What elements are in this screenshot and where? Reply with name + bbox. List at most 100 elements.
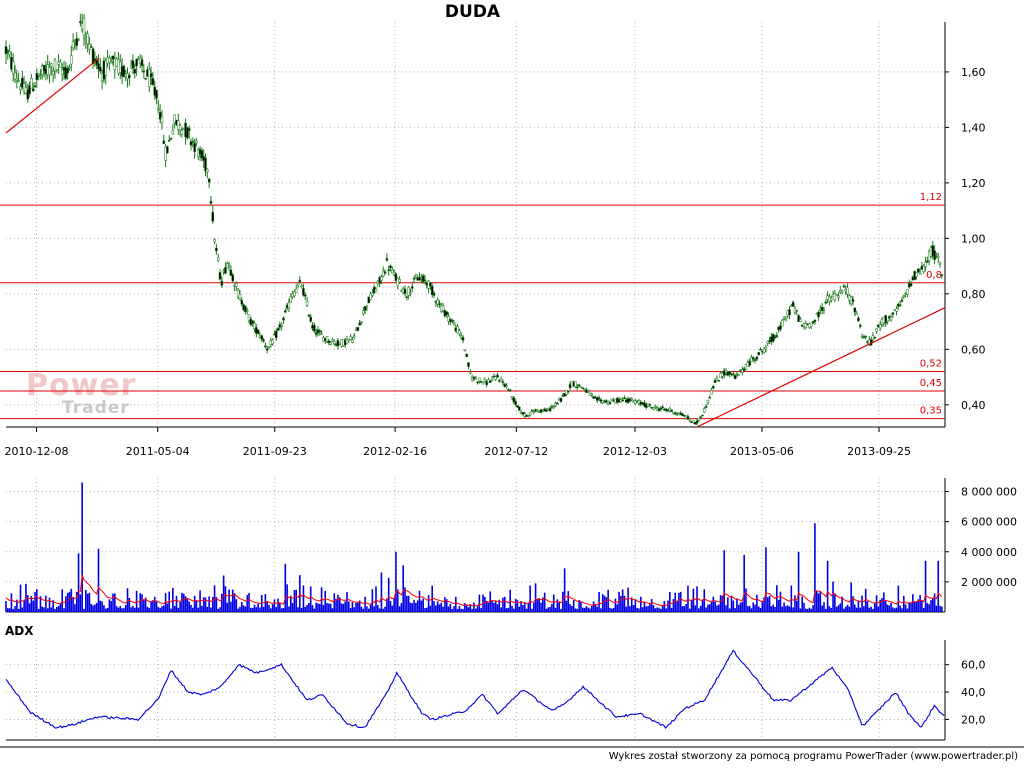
- candle-body: [851, 299, 855, 302]
- x-tick-label: 2011-09-23: [243, 445, 307, 458]
- candle-body: [701, 414, 704, 417]
- candle-body: [469, 371, 472, 374]
- candle-body: [505, 385, 508, 388]
- horizontal-level-label: 0,52: [920, 359, 942, 370]
- candle-body: [236, 289, 240, 298]
- candle-body: [878, 324, 882, 329]
- price-y-tick-label: 0,40: [961, 399, 986, 412]
- adx-panel-label: ADX: [5, 624, 34, 638]
- volume-average-line: [5, 574, 943, 607]
- candle-body: [489, 380, 492, 383]
- candle-body: [744, 364, 748, 370]
- horizontal-level-label: 0,8: [926, 270, 942, 281]
- horizontal-level-label: 0,45: [920, 378, 942, 389]
- candle-body: [797, 315, 800, 322]
- candle-body: [333, 341, 336, 345]
- candle-body: [824, 301, 828, 304]
- candle-body: [751, 357, 755, 360]
- candle-body: [459, 335, 463, 338]
- candle-body: [909, 283, 913, 287]
- candle-body: [516, 405, 519, 408]
- candle-body: [713, 379, 717, 383]
- candle-body: [728, 371, 731, 375]
- candle-body: [799, 319, 802, 322]
- candle-body: [200, 150, 204, 159]
- candle-body: [579, 386, 583, 388]
- candle-body: [659, 408, 662, 410]
- candle-body: [265, 348, 269, 351]
- candle-body: [717, 380, 721, 382]
- candle-body: [403, 288, 407, 294]
- candle-body: [521, 411, 525, 415]
- candle-body: [472, 376, 476, 379]
- candle-body: [630, 398, 633, 401]
- candle-body: [30, 77, 33, 89]
- candle-body: [28, 85, 31, 94]
- candle-body: [380, 276, 383, 281]
- candle-body: [247, 314, 251, 321]
- candle-body: [552, 406, 555, 408]
- candle-body: [111, 55, 115, 60]
- candle-body: [369, 293, 372, 300]
- candle-body: [889, 316, 893, 321]
- candle-body: [514, 401, 517, 405]
- volume-y-tick-label: 4 000 000: [961, 546, 1017, 559]
- candle-body: [362, 310, 365, 314]
- candle-body: [755, 356, 759, 360]
- candle-body: [741, 369, 744, 373]
- candle-body: [216, 257, 220, 261]
- candle-body: [60, 69, 64, 75]
- candle-body: [274, 330, 278, 339]
- candle-body: [686, 416, 690, 420]
- candle-body: [732, 373, 735, 375]
- candle-body: [31, 88, 35, 92]
- candle-body: [244, 305, 247, 313]
- candle-body: [166, 146, 169, 154]
- candle-body: [791, 301, 795, 307]
- candle-body: [314, 332, 318, 335]
- candle-body: [450, 320, 454, 322]
- candle-body: [70, 55, 73, 65]
- candle-body: [155, 89, 158, 99]
- candle-body: [351, 339, 354, 343]
- candle-body: [846, 287, 849, 295]
- candle-body: [722, 370, 726, 376]
- candle-body: [356, 327, 360, 331]
- candle-body: [621, 399, 624, 402]
- candle-body: [938, 263, 942, 266]
- candle-body: [759, 349, 762, 351]
- candle-body: [407, 286, 410, 296]
- candle-body: [565, 390, 568, 395]
- candle-body: [623, 397, 626, 400]
- candle-body: [900, 299, 904, 302]
- candle-body: [712, 386, 715, 389]
- candle-body: [490, 378, 494, 381]
- candle-body: [926, 260, 929, 263]
- candle-body: [358, 322, 361, 326]
- candle-body: [35, 73, 39, 80]
- candle-body: [398, 279, 401, 283]
- candle-body: [13, 72, 17, 80]
- candle-body: [6, 50, 10, 52]
- candle-body: [481, 382, 485, 385]
- price-y-tick-label: 0,80: [961, 288, 986, 301]
- candle-body: [131, 60, 135, 69]
- x-tick-label: 2013-09-25: [847, 445, 911, 458]
- candle-body: [479, 381, 483, 383]
- candle-body: [89, 46, 93, 48]
- candle-body: [855, 312, 858, 316]
- candle-body: [160, 116, 164, 124]
- candle-body: [21, 77, 24, 88]
- candle-body: [187, 128, 191, 131]
- candle-body: [313, 324, 316, 332]
- candle-body: [773, 336, 777, 338]
- candle-body: [86, 33, 89, 45]
- candle-body: [891, 312, 895, 315]
- price-y-tick-label: 1,20: [961, 177, 986, 190]
- candle-body: [478, 377, 481, 382]
- candle-body: [218, 272, 222, 280]
- candle-body: [581, 387, 585, 390]
- x-tick-label: 2012-02-16: [363, 445, 427, 458]
- candle-body: [68, 66, 71, 69]
- candle-body: [149, 73, 153, 78]
